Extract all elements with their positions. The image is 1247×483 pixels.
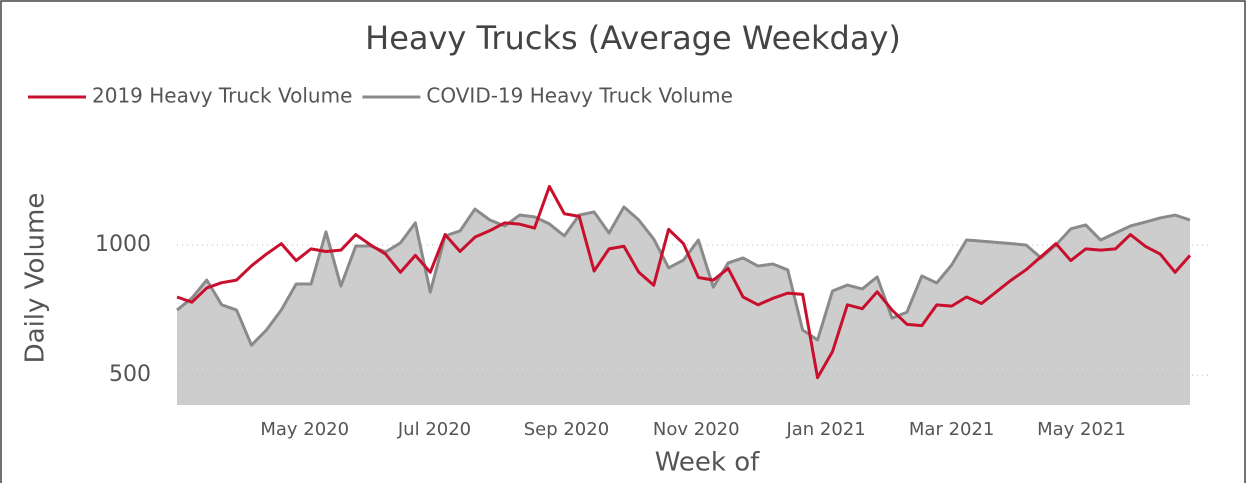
x-tick-label: Jul 2020 (397, 419, 471, 440)
chart-title: Heavy Trucks (Average Weekday) (365, 19, 901, 57)
y-tick-label: 500 (109, 362, 151, 387)
x-tick-label: Jan 2021 (785, 419, 865, 440)
legend-label: COVID-19 Heavy Truck Volume (426, 84, 732, 108)
x-tick-label: Sep 2020 (524, 419, 609, 440)
line (176, 184, 1192, 380)
area (177, 206, 1190, 405)
x-axis-label: Week of (655, 448, 760, 478)
line (176, 205, 1191, 347)
x-tick-label: Mar 2021 (909, 419, 995, 440)
x-tick-label: May 2020 (260, 419, 349, 440)
y-tick-label: 1000 (95, 232, 151, 257)
x-tick-label: May 2021 (1037, 419, 1126, 440)
x-tick-label: Nov 2020 (653, 419, 740, 440)
y-axis-label: Daily Volume (21, 193, 51, 364)
legend-label: 2019 Heavy Truck Volume (92, 84, 352, 108)
